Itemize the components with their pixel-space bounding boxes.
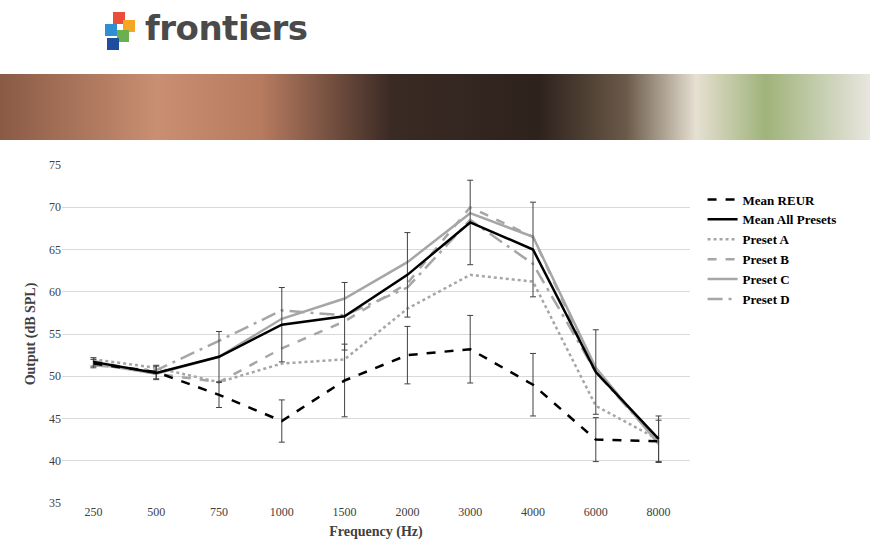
svg-text:6000: 6000 [584, 505, 608, 519]
svg-text:500: 500 [147, 505, 165, 519]
svg-text:4000: 4000 [521, 505, 545, 519]
svg-text:35: 35 [49, 496, 61, 510]
svg-text:8000: 8000 [647, 505, 671, 519]
svg-text:1000: 1000 [270, 505, 294, 519]
svg-text:750: 750 [210, 505, 228, 519]
svg-text:75: 75 [49, 158, 61, 172]
svg-text:Preset A: Preset A [743, 232, 790, 247]
svg-text:2000: 2000 [395, 505, 419, 519]
svg-text:50: 50 [49, 369, 61, 383]
svg-text:70: 70 [49, 200, 61, 214]
svg-text:Output (dB SPL): Output (dB SPL) [23, 282, 39, 385]
svg-text:65: 65 [49, 243, 61, 257]
svg-text:3000: 3000 [458, 505, 482, 519]
svg-text:Mean All Presets: Mean All Presets [743, 212, 837, 227]
html-text:frontiers: frontiers [145, 8, 308, 48]
svg-text:40: 40 [49, 454, 61, 468]
svg-text:Frequency (Hz): Frequency (Hz) [329, 524, 423, 540]
svg-text:55: 55 [49, 327, 61, 341]
svg-text:60: 60 [49, 285, 61, 299]
svg-text:45: 45 [49, 412, 61, 426]
svg-text:Preset B: Preset B [743, 252, 790, 267]
svg-text:250: 250 [84, 505, 102, 519]
svg-text:1500: 1500 [333, 505, 357, 519]
svg-text:Preset D: Preset D [743, 292, 790, 307]
svg-text:Preset C: Preset C [743, 272, 790, 287]
svg-text:Mean REUR: Mean REUR [743, 193, 815, 208]
